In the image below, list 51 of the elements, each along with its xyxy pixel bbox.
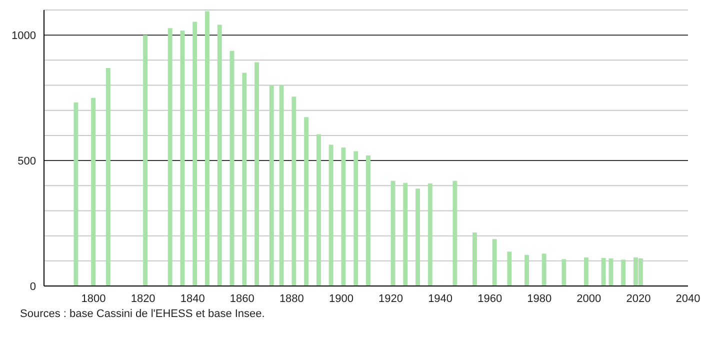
bar: [416, 188, 420, 286]
x-tick-label: 2040: [676, 292, 700, 305]
bar: [428, 183, 432, 286]
y-tick-label: 0: [30, 280, 36, 293]
bar: [168, 28, 172, 286]
bar: [217, 24, 222, 286]
y-tick-label: 500: [18, 155, 36, 168]
bar: [316, 134, 321, 286]
bar: [492, 239, 497, 286]
bar: [143, 35, 148, 286]
bar: [292, 96, 296, 286]
bar: [341, 148, 346, 286]
bar: [562, 259, 566, 286]
x-tick-label: 1860: [230, 292, 254, 305]
bar: [601, 258, 606, 286]
x-tick-label: 2000: [576, 292, 602, 305]
x-tick-label: 1940: [428, 292, 453, 305]
bar: [584, 257, 588, 286]
bar: [304, 117, 309, 286]
bar: [205, 11, 210, 286]
x-tick-label: 1980: [527, 292, 552, 305]
y-tick-label: 1000: [12, 30, 36, 42]
bar: [621, 260, 626, 286]
bar: [472, 232, 477, 286]
bar: [279, 85, 284, 286]
bar: [192, 22, 198, 286]
x-tick-label: 1840: [180, 292, 205, 305]
bar: [106, 68, 110, 286]
bar: [328, 144, 334, 286]
source-note: Sources : base Cassini de l'EHESS et base Insee.: [20, 308, 266, 320]
bar: [403, 182, 408, 286]
bar: [524, 254, 529, 286]
bar: [366, 156, 370, 286]
x-tick-label: 1820: [130, 292, 156, 305]
bar: [91, 98, 96, 286]
bar: [542, 254, 546, 286]
bar: [180, 30, 185, 286]
bar: [269, 85, 274, 286]
bar: [507, 252, 512, 286]
bar: [452, 180, 458, 286]
x-tick-label: 1800: [81, 292, 106, 305]
x-tick-label: 1960: [478, 292, 502, 305]
bar: [74, 102, 78, 286]
x-tick-label: 1880: [279, 292, 304, 305]
x-tick-label: 2020: [626, 292, 651, 305]
x-tick-label: 1920: [378, 292, 404, 305]
bar: [254, 62, 259, 286]
x-tick-label: 1900: [328, 292, 354, 305]
bar: [608, 258, 614, 286]
bar: [354, 151, 358, 286]
bar: [242, 72, 247, 286]
